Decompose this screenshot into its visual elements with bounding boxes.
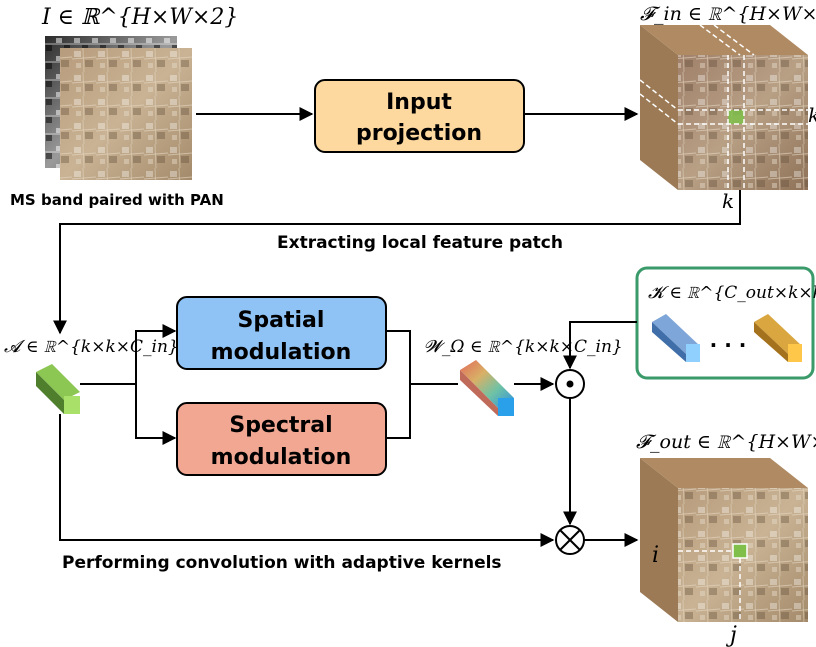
arrow-extract-patch	[53, 190, 741, 335]
fin-cube-top	[640, 25, 808, 55]
fout-equation: 𝓕_out ∈ ℝ^{H×W×C_out}	[636, 431, 816, 453]
k-label-right: k	[808, 103, 816, 127]
a-equation: 𝓐 ∈ ℝ^{k×k×C_in}	[4, 337, 179, 357]
fout-pixel	[732, 543, 748, 559]
k-label-bottom: k	[722, 189, 734, 213]
kernel-blue	[652, 314, 700, 362]
arrow-a-to-otimes	[59, 414, 555, 547]
arrow-to-spatial	[135, 324, 177, 384]
line-spectral-out	[386, 384, 411, 439]
fin-cube	[639, 24, 808, 190]
input-projection-box: Input projection	[314, 79, 525, 153]
conv-caption: Performing convolution with adaptive ker…	[62, 553, 502, 573]
spatial-line2: modulation	[211, 340, 352, 365]
spectral-modulation-box: Spectral modulation	[176, 402, 387, 476]
extract-caption-text: Extracting local feature patch	[277, 233, 563, 253]
kernel-equation: 𝓚 ∈ ℝ^{C_out×k×k×C_in}	[648, 283, 816, 303]
kernel-dots: · · ·	[710, 333, 747, 357]
odot-operator	[555, 369, 585, 399]
w-equation: 𝓦_Ω ∈ ℝ^{k×k×C_in}	[424, 337, 623, 357]
spatial-modulation-box: Spatial modulation	[176, 296, 387, 370]
line-spatial-out	[386, 330, 411, 384]
ms-image-texture	[60, 48, 192, 180]
input-projection-line1: Input	[386, 90, 452, 115]
input-caption: MS band paired with PAN	[10, 191, 224, 209]
j-label: j	[725, 623, 737, 647]
fin-cube-side	[640, 25, 678, 190]
i-label: i	[652, 543, 659, 568]
fout-cube-top	[640, 458, 808, 488]
arrow-kernels-to-odot	[563, 321, 637, 370]
arrow-to-spectral	[135, 384, 177, 445]
kernel-set-box: 𝓚 ∈ ℝ^{C_out×k×k×C_in} · · ·	[635, 266, 816, 380]
fout-cube	[640, 458, 808, 622]
input-image-stack	[45, 36, 192, 180]
input-projection-line2: projection	[356, 121, 482, 146]
spatial-line1: Spatial	[238, 308, 325, 333]
fout-cube-side	[640, 458, 678, 622]
spectral-line1: Spectral	[229, 413, 332, 438]
kernel-orange	[754, 314, 802, 362]
spectral-line2: modulation	[211, 445, 352, 470]
fin-equation: 𝓕_in ∈ ℝ^{H×W×C_in}	[640, 3, 816, 25]
input-equation: I ∈ ℝ^{H×W×2}	[41, 5, 238, 30]
a-patch	[36, 364, 80, 414]
w-patch	[460, 360, 514, 416]
fin-patch	[728, 110, 744, 124]
otimes-operator	[555, 525, 585, 555]
